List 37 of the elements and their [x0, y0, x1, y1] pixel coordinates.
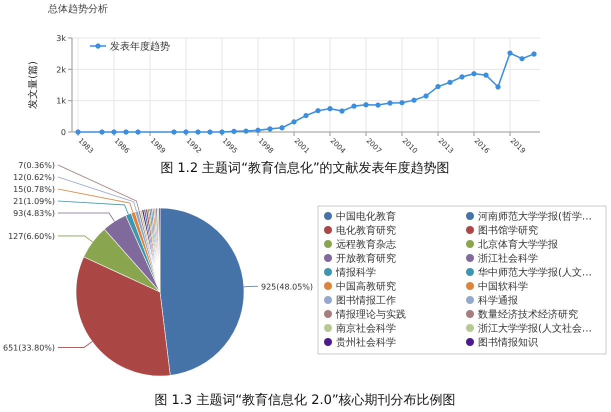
y-tick-label: 1k — [56, 96, 66, 106]
text: 图 1.2 主题词“教育信息化”的文献发表年度趋势图 — [160, 160, 450, 176]
text: 图 1.3 主题词“教育信息化 2.0”核心期刊分布比例图 — [154, 392, 456, 408]
legend-label: 浙江社会科学 — [478, 252, 538, 264]
legend-label: 情报理论与实践 — [335, 308, 406, 320]
data-label: 12(0.62%) — [13, 173, 55, 182]
data-label: 21(1.09%) — [13, 197, 55, 206]
y-tick-label: 2k — [56, 65, 66, 74]
legend-label: 南京社会科学 — [336, 322, 396, 334]
legend-label: 科学通报 — [478, 294, 518, 306]
y-tick-label: 3k — [56, 34, 66, 43]
legend-label: 中国高教研究 — [336, 280, 396, 292]
legend-label: 中国软科学 — [478, 280, 528, 292]
legend-label: 图书情报工作 — [336, 294, 396, 306]
legend-label: 华中师范大学学报(人文… — [478, 266, 592, 278]
data-label: 93(4.83%) — [13, 209, 55, 218]
legend-label: 图书情报知识 — [478, 336, 538, 348]
legend-label: 河南师范大学学报(哲学… — [478, 210, 592, 222]
y-axis-title: 发文量(篇) — [27, 61, 39, 109]
data-label: 925(48.05%) — [261, 282, 314, 292]
legend-label: 远程教育杂志 — [336, 238, 396, 250]
legend-label: 中国电化教育 — [336, 210, 396, 222]
data-label: 127(6.60%) — [8, 232, 55, 241]
legend-label: 情报科学 — [335, 266, 376, 278]
data-label: 15(0.78%) — [13, 185, 55, 194]
legend-label: 浙江大学学报(人文社会… — [478, 322, 592, 334]
legend-label: 图书馆学研究 — [478, 224, 538, 236]
y-tick-label: 0 — [60, 128, 66, 137]
legend-label: 数量经济技术经济研究 — [478, 308, 578, 320]
legend-label: 电化教育研究 — [336, 224, 396, 236]
legend-label: 开放教育研究 — [336, 252, 396, 264]
data-label: 651(33.80%) — [2, 343, 55, 352]
legend-label: 北京体育大学学报 — [478, 238, 558, 250]
text: 总体趋势分析 — [47, 3, 108, 15]
legend-label: 发表年度趋势 — [110, 40, 170, 52]
data-label: 7(0.36%) — [18, 161, 55, 170]
legend-label: 贵州社会科学 — [336, 336, 396, 348]
